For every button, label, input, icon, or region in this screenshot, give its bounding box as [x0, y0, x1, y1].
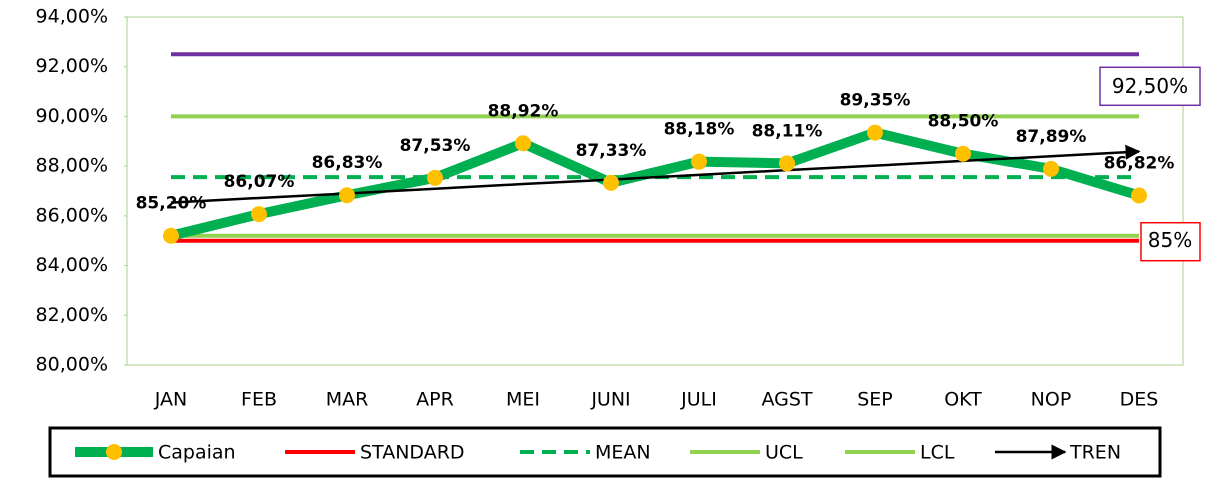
data-label: 87,89% — [1016, 127, 1087, 147]
data-label: 86,82% — [1104, 153, 1175, 173]
y-tick-label: 92,00% — [36, 55, 108, 77]
x-tick-label: JULI — [680, 389, 717, 411]
x-tick-label: MAR — [326, 389, 369, 411]
reference-label-box — [1099, 66, 1201, 107]
legend-box — [48, 426, 1162, 478]
data-label: 87,33% — [576, 141, 647, 161]
series-line — [170, 144, 1141, 204]
marker — [515, 135, 531, 152]
data-label: 86,07% — [224, 172, 295, 192]
legend-label: UCL — [765, 442, 803, 464]
marker — [1131, 187, 1147, 204]
y-tick-label: 90,00% — [36, 105, 108, 127]
data-label: 88,50% — [928, 112, 999, 132]
y-tick-label: 80,00% — [36, 354, 108, 376]
legend-label: Capaian — [158, 442, 236, 464]
x-tick-label: MEI — [506, 389, 540, 411]
data-label: 88,18% — [664, 120, 735, 140]
legend-label: TREN — [1069, 442, 1121, 464]
x-tick-label: APR — [416, 389, 454, 411]
legend-label: LCL — [920, 442, 955, 464]
y-tick-label: 82,00% — [36, 304, 108, 326]
reference-label: 92,50% — [1112, 74, 1188, 98]
y-tick-label: 86,00% — [36, 204, 108, 226]
plot-area — [126, 16, 1184, 366]
y-tick-label: 88,00% — [36, 155, 108, 177]
y-tick-label: 84,00% — [36, 254, 108, 276]
data-label: 85,20% — [136, 194, 207, 214]
data-label: 86,83% — [312, 153, 383, 173]
x-tick-label: FEB — [241, 389, 277, 411]
marker — [867, 124, 883, 141]
data-label: 89,35% — [840, 91, 911, 111]
legend-marker — [106, 444, 122, 460]
data-label: 87,53% — [400, 136, 471, 156]
data-label: 88,92% — [488, 101, 559, 121]
marker — [339, 187, 355, 204]
x-tick-label: AGST — [761, 389, 812, 411]
series-line — [169, 127, 1141, 241]
legend-label: MEAN — [595, 442, 651, 464]
marker — [1043, 160, 1059, 177]
x-tick-label: JUNI — [590, 389, 630, 411]
x-tick-label: SEP — [857, 389, 893, 411]
marker — [163, 227, 179, 244]
x-tick-label: DES — [1120, 389, 1159, 411]
data-label: 88,11% — [752, 121, 823, 141]
marker — [955, 145, 971, 162]
marker — [427, 169, 443, 186]
end-label: 85% — [1148, 228, 1192, 252]
y-tick-label: 94,00% — [36, 6, 108, 28]
marker — [603, 174, 619, 191]
marker — [691, 153, 707, 170]
x-tick-label: NOP — [1031, 389, 1072, 411]
marker — [251, 206, 267, 223]
marker — [779, 155, 795, 172]
legend-label: STANDARD — [360, 442, 465, 464]
end-label-box — [1140, 221, 1201, 262]
x-tick-label: JAN — [154, 389, 187, 411]
x-tick-label: OKT — [944, 389, 982, 411]
